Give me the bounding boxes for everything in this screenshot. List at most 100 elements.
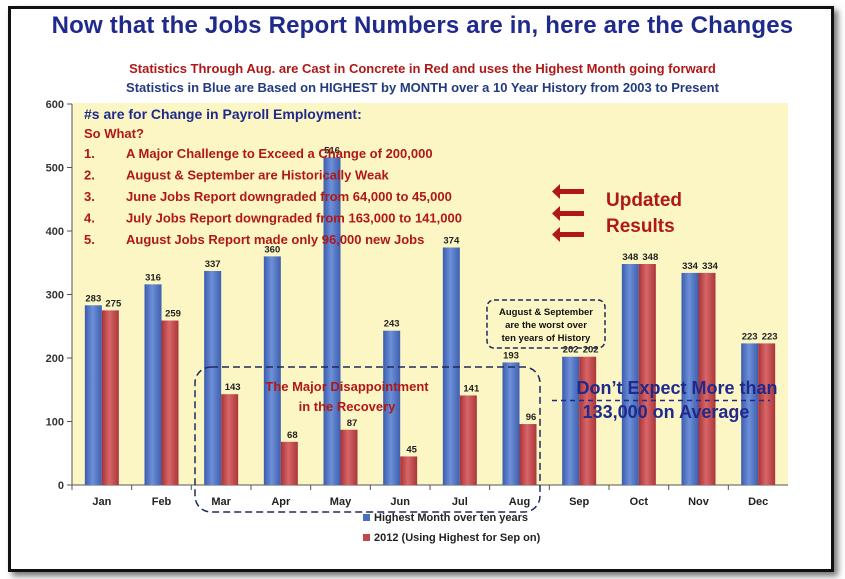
bar-year-2012 (101, 310, 119, 485)
data-label: 87 (347, 418, 358, 429)
bar-year-2012 (698, 272, 716, 485)
bar-highest (204, 271, 222, 485)
updated-label-line2: Results (606, 216, 675, 237)
chart-title: Now that the Jobs Report Numbers are in,… (51, 12, 794, 39)
legend-label-red: 2012 (Using Highest for Sep on) (374, 532, 541, 544)
y-tick-label: 200 (46, 353, 64, 365)
arrow-icon-1 (552, 184, 584, 199)
bar-year-2012 (758, 343, 776, 485)
annotation-item-number: 3. (84, 189, 95, 204)
data-label: 202 (563, 345, 579, 356)
x-tick-label: Oct (630, 496, 649, 508)
annotation-item-text: June Jobs Report downgraded from 64,000 … (126, 189, 452, 204)
data-label: 516 (324, 145, 340, 156)
major-disappointment-line1: The Major Disappointment (265, 379, 429, 394)
bar-year-2012 (519, 424, 537, 485)
data-label: 68 (287, 430, 298, 441)
legend-swatch-red (363, 534, 370, 541)
bar-highest (681, 272, 699, 485)
bar-year-2012 (400, 456, 418, 485)
data-label: 259 (165, 309, 181, 320)
annotation-item-number: 2. (84, 168, 95, 183)
data-label: 45 (406, 444, 417, 455)
y-tick-label: 400 (46, 226, 64, 238)
x-tick-label: Mar (211, 496, 231, 508)
x-tick-label: Apr (271, 496, 291, 508)
bar-year-2012 (579, 356, 597, 485)
data-labels: 283 275 316 259 337 143 360 68 516 87 243 45 374 141 1… (85, 145, 777, 455)
data-label: 360 (264, 244, 280, 255)
data-label: 143 (225, 382, 241, 393)
data-label: 275 (105, 298, 122, 309)
data-label: 243 (384, 319, 400, 330)
annotation-item-text: August & September are Historically Weak (126, 168, 390, 183)
plot-background (72, 103, 788, 485)
axes: 0 100 200 300 400 500 600 Jan Feb Mar Apr May Jun Jul… (46, 99, 788, 508)
data-label: 337 (205, 259, 221, 270)
aug-sep-note-box (486, 299, 606, 349)
y-tick-label: 100 (46, 417, 64, 429)
arrow-icon-3 (552, 227, 584, 242)
legend-label-blue: Highest Month over ten years (374, 512, 528, 524)
annotation-heading: #s are for Change in Payroll Employment: (84, 106, 362, 122)
bar-year-2012 (638, 264, 656, 485)
bar-highest (502, 362, 520, 485)
data-label: 283 (85, 293, 101, 304)
bar-highest (442, 247, 460, 485)
data-label: 141 (463, 383, 480, 394)
bar-highest (741, 343, 759, 485)
x-tick-label: Jun (390, 496, 410, 508)
annotation-item-text: July Jobs Report downgraded from 163,000… (126, 211, 462, 226)
annotation-item-number: 5. (84, 232, 95, 247)
x-tick-label: Feb (152, 496, 172, 508)
subtitle-red: Statistics Through Aug. are Cast in Conc… (129, 61, 716, 76)
bar-highest (323, 157, 341, 485)
data-label: 316 (145, 272, 161, 283)
data-label: 348 (642, 252, 658, 263)
data-label: 374 (443, 236, 460, 247)
data-label: 193 (503, 350, 519, 361)
x-tick-label: Dec (748, 496, 768, 508)
bar-highest (144, 284, 162, 485)
data-label: 202 (583, 345, 599, 356)
dont-expect-line1: Don’t Expect More than (576, 378, 777, 398)
annotation-item-text: August Jobs Report made only 96,000 new … (126, 232, 424, 247)
bar-highest (383, 330, 401, 485)
annotation-so-what: So What? (84, 126, 144, 141)
data-label: 223 (762, 331, 778, 342)
bar-year-2012 (161, 320, 179, 485)
arrow-icon-2 (552, 206, 584, 221)
bars (84, 157, 776, 485)
y-tick-label: 0 (58, 480, 64, 492)
aug-sep-note-line1: August & September (499, 307, 593, 318)
y-tick-label: 300 (46, 290, 64, 302)
data-label: 223 (742, 331, 758, 342)
updated-label-line1: Updated (606, 190, 682, 211)
data-label: 96 (526, 412, 537, 423)
major-disappointment-box (194, 366, 541, 513)
x-tick-label: Sep (569, 496, 589, 508)
bar-highest (263, 256, 281, 485)
aug-sep-note-line3: ten years of History (502, 333, 591, 344)
subtitle-blue: Statistics in Blue are Based on HIGHEST … (126, 80, 719, 95)
bar-year-2012 (459, 395, 477, 485)
bar-year-2012 (340, 429, 358, 485)
y-tick-label: 500 (46, 163, 64, 175)
annotation-item-text: A Major Challenge to Exceed a Change of … (126, 146, 433, 161)
bar-highest (84, 305, 102, 485)
annotation-item-number: 1. (84, 146, 95, 161)
data-label: 334 (682, 261, 699, 272)
x-tick-label: Jul (452, 496, 468, 508)
aug-sep-note-line2: are the worst over (505, 320, 587, 331)
bar-year-2012 (221, 394, 239, 485)
major-disappointment-line2: in the Recovery (299, 399, 397, 414)
x-tick-label: Jan (92, 496, 111, 508)
bar-highest (562, 356, 580, 485)
x-tick-label: Nov (688, 496, 710, 508)
y-tick-label: 600 (46, 99, 64, 111)
bar-highest (621, 264, 639, 485)
annotation-item-number: 4. (84, 211, 95, 226)
data-label: 348 (622, 252, 638, 263)
data-label: 334 (702, 261, 719, 272)
